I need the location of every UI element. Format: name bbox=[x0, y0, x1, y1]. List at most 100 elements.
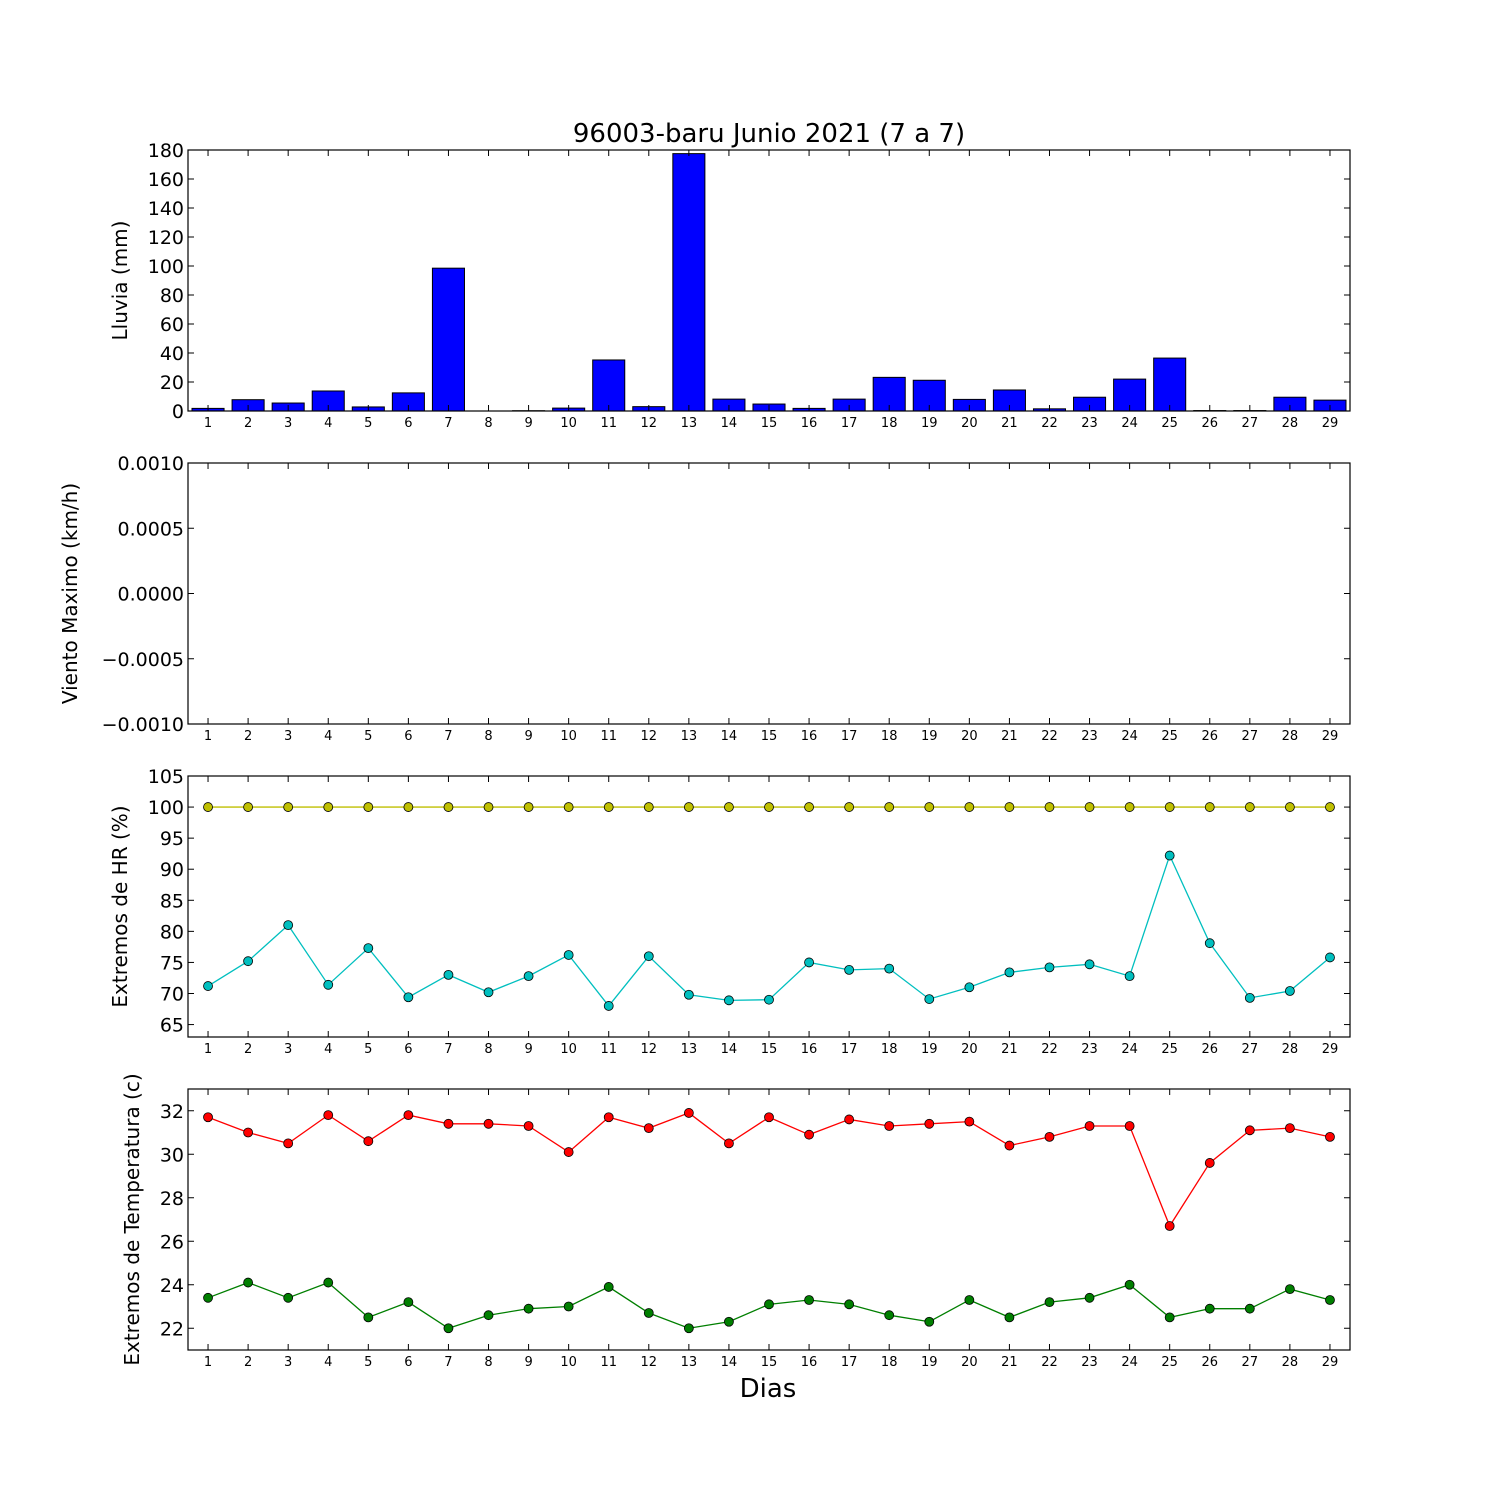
temperature-xtick-label: 25 bbox=[1161, 1355, 1178, 1370]
humidity-series-2-point-day-16 bbox=[805, 958, 814, 967]
temperature-series-1-point-day-25 bbox=[1165, 1222, 1174, 1231]
wind-xtick-label: 20 bbox=[961, 729, 978, 744]
humidity-y-axis-label: Extremos de HR (%) bbox=[108, 805, 132, 1007]
humidity-series-2-point-day-20 bbox=[965, 983, 974, 992]
rain-ytick-label: 40 bbox=[160, 343, 184, 365]
humidity-xtick-label: 28 bbox=[1282, 1042, 1299, 1057]
wind-xtick-label: 17 bbox=[841, 729, 858, 744]
temperature-series-2-point-day-9 bbox=[524, 1304, 533, 1313]
temperature-xtick-label: 20 bbox=[961, 1355, 978, 1370]
wind-xtick-label: 12 bbox=[641, 729, 658, 744]
rain-xtick-label: 7 bbox=[444, 416, 452, 431]
humidity-series-1-point-day-27 bbox=[1245, 803, 1254, 812]
temperature-series-1-point-day-3 bbox=[284, 1139, 293, 1148]
temperature-series-2-point-day-12 bbox=[644, 1309, 653, 1318]
humidity-series-2-point-day-8 bbox=[484, 988, 493, 997]
wind-xtick-label: 8 bbox=[484, 729, 492, 744]
temperature-xtick-label: 12 bbox=[641, 1355, 658, 1370]
temperature-series-1-point-day-23 bbox=[1085, 1121, 1094, 1130]
humidity-series-1-point-day-17 bbox=[845, 803, 854, 812]
rain-xtick-label: 24 bbox=[1121, 416, 1138, 431]
wind-ytick-label: 0.0010 bbox=[118, 453, 184, 475]
humidity-series-2-line bbox=[208, 856, 1330, 1006]
rain-xtick-label: 6 bbox=[404, 416, 412, 431]
humidity-series-2-point-day-17 bbox=[845, 965, 854, 974]
temperature-xtick-label: 2 bbox=[244, 1355, 252, 1370]
temperature-series-2-point-day-2 bbox=[244, 1278, 253, 1287]
temperature-series-2-point-day-22 bbox=[1045, 1298, 1054, 1307]
temperature-xtick-label: 4 bbox=[324, 1355, 332, 1370]
wind-xtick-label: 21 bbox=[1001, 729, 1018, 744]
humidity-ytick-label: 80 bbox=[160, 921, 184, 943]
humidity-series-1-point-day-12 bbox=[644, 803, 653, 812]
rain-xtick-label: 22 bbox=[1041, 416, 1058, 431]
temperature-series-1-point-day-4 bbox=[324, 1111, 333, 1120]
humidity-series-1-point-day-18 bbox=[885, 803, 894, 812]
temperature-series-2-point-day-3 bbox=[284, 1293, 293, 1302]
temperature-series-2-point-day-29 bbox=[1325, 1295, 1334, 1304]
temperature-xtick-label: 23 bbox=[1081, 1355, 1098, 1370]
humidity-xtick-label: 13 bbox=[681, 1042, 698, 1057]
rain-xtick-label: 28 bbox=[1282, 416, 1299, 431]
wind-xtick-label: 23 bbox=[1081, 729, 1098, 744]
rain-xtick-label: 29 bbox=[1322, 416, 1339, 431]
temperature-series-1-point-day-22 bbox=[1045, 1132, 1054, 1141]
temperature-xtick-label: 13 bbox=[681, 1355, 698, 1370]
wind-ytick-label: −0.0010 bbox=[102, 714, 184, 736]
humidity-series-1-point-day-20 bbox=[965, 803, 974, 812]
rain-xtick-label: 1 bbox=[204, 416, 212, 431]
humidity-ytick-label: 65 bbox=[160, 1015, 184, 1037]
humidity-series-1-point-day-15 bbox=[765, 803, 774, 812]
temperature-series-2-point-day-4 bbox=[324, 1278, 333, 1287]
temperature-xtick-label: 27 bbox=[1242, 1355, 1259, 1370]
temperature-plot-frame bbox=[188, 1089, 1350, 1350]
humidity-series-1-point-day-6 bbox=[404, 803, 413, 812]
rain-xtick-label: 14 bbox=[721, 416, 738, 431]
humidity-ytick-label: 85 bbox=[160, 890, 184, 912]
temperature-xtick-label: 28 bbox=[1282, 1355, 1299, 1370]
temperature-ytick-label: 26 bbox=[160, 1231, 184, 1253]
bar-day-13 bbox=[673, 154, 705, 411]
humidity-series-2-point-day-12 bbox=[644, 952, 653, 961]
rain-xtick-label: 25 bbox=[1161, 416, 1178, 431]
temperature-xtick-label: 19 bbox=[921, 1355, 938, 1370]
temperature-ytick-label: 28 bbox=[160, 1188, 184, 1210]
rain-ytick-label: 100 bbox=[148, 256, 184, 278]
wind-xtick-label: 6 bbox=[404, 729, 412, 744]
humidity-series-2-point-day-23 bbox=[1085, 960, 1094, 969]
wind-xtick-label: 22 bbox=[1041, 729, 1058, 744]
temperature-series-1-point-day-14 bbox=[724, 1139, 733, 1148]
temperature-series-2-point-day-24 bbox=[1125, 1280, 1134, 1289]
temperature-xtick-label: 18 bbox=[881, 1355, 898, 1370]
humidity-xtick-label: 7 bbox=[444, 1042, 452, 1057]
temperature-series-1-point-day-6 bbox=[404, 1111, 413, 1120]
temperature-xtick-label: 1 bbox=[204, 1355, 212, 1370]
wind-xtick-label: 10 bbox=[560, 729, 577, 744]
temperature-series-1-point-day-26 bbox=[1205, 1158, 1214, 1167]
temperature-series-1-point-day-13 bbox=[684, 1108, 693, 1117]
wind-xtick-label: 19 bbox=[921, 729, 938, 744]
rain-xtick-label: 19 bbox=[921, 416, 938, 431]
temperature-series-2-point-day-26 bbox=[1205, 1304, 1214, 1313]
humidity-series-2-point-day-18 bbox=[885, 964, 894, 973]
temperature-xtick-label: 24 bbox=[1121, 1355, 1138, 1370]
humidity-xtick-label: 1 bbox=[204, 1042, 212, 1057]
temperature-series-1-point-day-21 bbox=[1005, 1141, 1014, 1150]
humidity-series-2-point-day-10 bbox=[564, 950, 573, 959]
wind-xtick-label: 9 bbox=[524, 729, 532, 744]
wind-ytick-label: 0.0000 bbox=[118, 584, 184, 606]
humidity-xtick-label: 21 bbox=[1001, 1042, 1018, 1057]
wind-xtick-label: 3 bbox=[284, 729, 292, 744]
humidity-series-1-point-day-7 bbox=[444, 803, 453, 812]
wind-ytick-label: 0.0005 bbox=[118, 518, 184, 540]
humidity-series-2-point-day-22 bbox=[1045, 963, 1054, 972]
wind-y-axis-label: Viento Maximo (km/h) bbox=[58, 483, 82, 704]
temperature-series-2-point-day-14 bbox=[724, 1317, 733, 1326]
temperature-series-1-point-day-5 bbox=[364, 1137, 373, 1146]
humidity-xtick-label: 18 bbox=[881, 1042, 898, 1057]
wind-xtick-label: 16 bbox=[801, 729, 818, 744]
humidity-series-2-point-day-11 bbox=[604, 1001, 613, 1010]
